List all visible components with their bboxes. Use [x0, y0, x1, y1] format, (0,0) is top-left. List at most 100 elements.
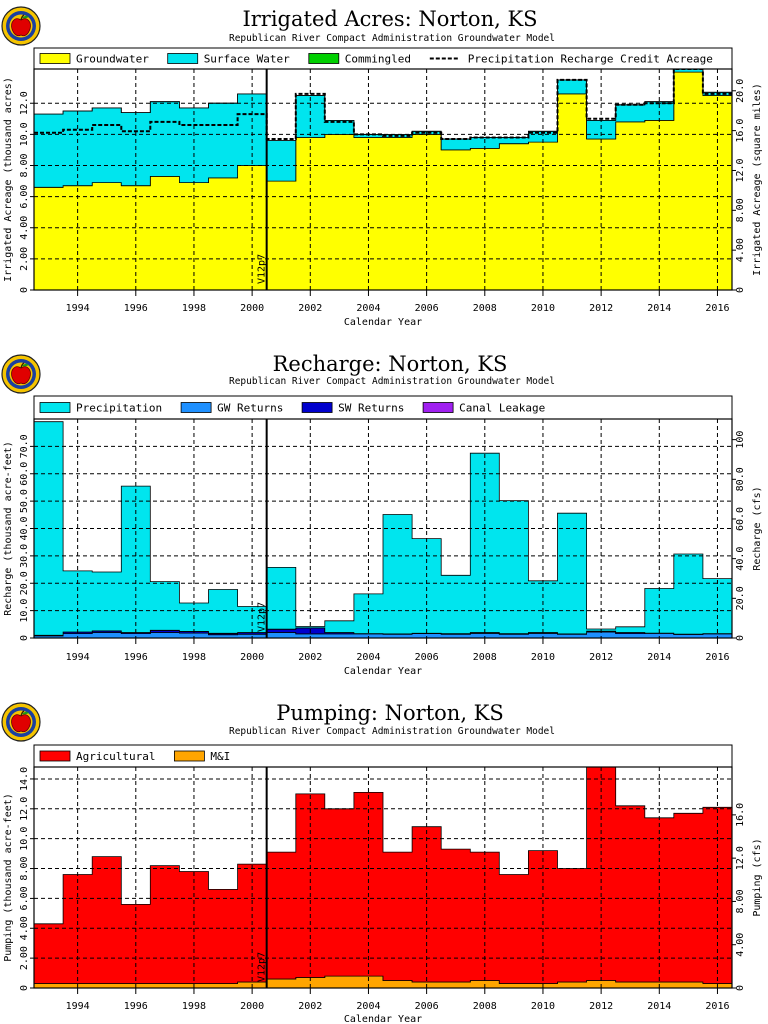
model-version-marker-label: V12p7 — [257, 602, 268, 632]
chart-title: Irrigated Acres: Norton, KS — [242, 7, 537, 31]
chart-subtitle: Republican River Compact Administration … — [229, 376, 555, 387]
x-tick-label: 2004 — [356, 652, 380, 663]
x-tick-label: 2006 — [415, 652, 439, 663]
x-tick-label: 1998 — [182, 652, 206, 663]
legend-label: Agricultural — [76, 750, 155, 763]
y-tick-label: 70.0 — [19, 434, 30, 458]
x-tick-label: 2000 — [240, 1001, 264, 1012]
y2-tick-label: 8.00 — [735, 889, 746, 913]
y-tick-label: 50.0 — [19, 489, 30, 513]
y2-tick-label: 16.0 — [735, 119, 746, 143]
x-tick-label: 2008 — [473, 652, 497, 663]
x-axis-label: Calendar Year — [344, 666, 422, 677]
y2-tick-label: 100 — [735, 431, 746, 449]
x-tick-label: 2016 — [705, 652, 729, 663]
y-tick-label: 40.0 — [19, 516, 30, 540]
x-tick-label: 2010 — [531, 652, 555, 663]
apple-logo-icon — [1, 354, 41, 394]
legend-swatch — [167, 53, 199, 64]
x-tick-label: 2008 — [473, 1001, 497, 1012]
x-tick-label: 2014 — [647, 652, 671, 663]
y2-tick-label: 16.0 — [735, 803, 746, 827]
y2-tick-label: 8.00 — [735, 198, 746, 222]
x-tick-label: 2010 — [531, 1001, 555, 1012]
x-tick-label: 2016 — [705, 1001, 729, 1012]
chart-subtitle: Republican River Compact Administration … — [229, 33, 555, 44]
y-tick-label: 12.0 — [19, 797, 30, 821]
x-tick-label: 2002 — [298, 1001, 322, 1012]
apple-logo-icon — [1, 6, 41, 46]
x-tick-label: 2014 — [647, 303, 671, 314]
x-tick-label: 2016 — [705, 303, 729, 314]
plot-frame — [33, 68, 733, 291]
chart-title: Pumping: Norton, KS — [276, 701, 504, 725]
y-tick-label: 0 — [19, 985, 30, 991]
legend-swatch — [173, 750, 205, 762]
legend-swatch — [180, 402, 212, 413]
x-tick-label: 2010 — [531, 303, 555, 314]
y2-tick-label: 12.0 — [735, 846, 746, 870]
x-tick-label: 1994 — [66, 652, 90, 663]
x-tick-label: 2002 — [298, 303, 322, 314]
legend-swatch — [39, 53, 71, 64]
x-tick-label: 2000 — [240, 652, 264, 663]
y-axis-label: Irrigated Acreage (thousand acres) — [3, 77, 14, 282]
model-version-marker-label: V12p7 — [257, 254, 268, 284]
series-area-precipitation — [33, 421, 733, 636]
x-tick-label: 2002 — [298, 652, 322, 663]
x-tick-label: 1996 — [124, 652, 148, 663]
y-tick-label: 2.00 — [19, 247, 30, 271]
plot-frame — [33, 766, 733, 989]
y-tick-label: 10.0 — [19, 599, 30, 623]
y2-tick-label: 0 — [735, 635, 746, 641]
y-tick-label: 8.00 — [19, 153, 30, 177]
legend-label: Precipitation — [76, 402, 162, 415]
model-version-marker-label: V12p7 — [257, 952, 268, 982]
x-tick-label: 2006 — [415, 303, 439, 314]
y-tick-label: 0 — [19, 287, 30, 293]
chart-panel-1: Irrigated Acres: Norton, KS Republican Ri… — [1, 6, 763, 328]
y2-axis-label: Irrigated Acreage (square miles) — [752, 83, 763, 276]
x-axis-label: Calendar Year — [344, 317, 422, 328]
y2-tick-label: 0 — [735, 985, 746, 991]
y-axis-label: Recharge (thousand acre-feet) — [3, 441, 14, 616]
y-tick-label: 2.00 — [19, 946, 30, 970]
precipitation-recharge-credit-line — [34, 68, 732, 140]
y-tick-label: 6.00 — [19, 185, 30, 209]
y2-tick-label: 4.00 — [735, 933, 746, 957]
x-tick-label: 2008 — [473, 303, 497, 314]
x-tick-label: 2014 — [647, 1001, 671, 1012]
y-tick-label: 12.0 — [19, 91, 30, 115]
y2-tick-label: 12.0 — [735, 158, 746, 182]
y-tick-label: 0 — [19, 635, 30, 641]
y2-tick-label: 40.0 — [735, 547, 746, 571]
y-tick-label: 10.0 — [19, 122, 30, 146]
y-tick-label: 14.0 — [19, 767, 30, 791]
apple-logo-icon — [1, 702, 41, 742]
x-tick-label: 1994 — [66, 1001, 90, 1012]
legend-swatch — [422, 402, 454, 413]
x-tick-label: 1998 — [182, 303, 206, 314]
x-tick-label: 1996 — [124, 1001, 148, 1012]
y2-axis-label: Pumping (cfs) — [752, 838, 763, 916]
y-tick-label: 10.0 — [19, 827, 30, 851]
y-tick-label: 60.0 — [19, 462, 30, 486]
x-tick-label: 2004 — [356, 303, 380, 314]
x-tick-label: 2012 — [589, 1001, 613, 1012]
chart-subtitle: Republican River Compact Administration … — [229, 726, 555, 737]
legend-label: Precipitation Recharge Credit Acreage — [468, 53, 713, 66]
x-tick-label: 1994 — [66, 303, 90, 314]
x-tick-label: 1998 — [182, 1001, 206, 1012]
y2-axis-label: Recharge (cfs) — [752, 486, 763, 570]
y-axis-label: Pumping (thousand acre-feet) — [3, 793, 14, 962]
x-tick-label: 1996 — [124, 303, 148, 314]
y-tick-label: 4.00 — [19, 216, 30, 240]
x-tick-label: 2006 — [415, 1001, 439, 1012]
series-area-agricultural — [33, 765, 733, 984]
y-tick-label: 20.0 — [19, 571, 30, 595]
chart-title: Recharge: Norton, KS — [273, 352, 508, 376]
legend-label: Surface Water — [204, 53, 290, 66]
